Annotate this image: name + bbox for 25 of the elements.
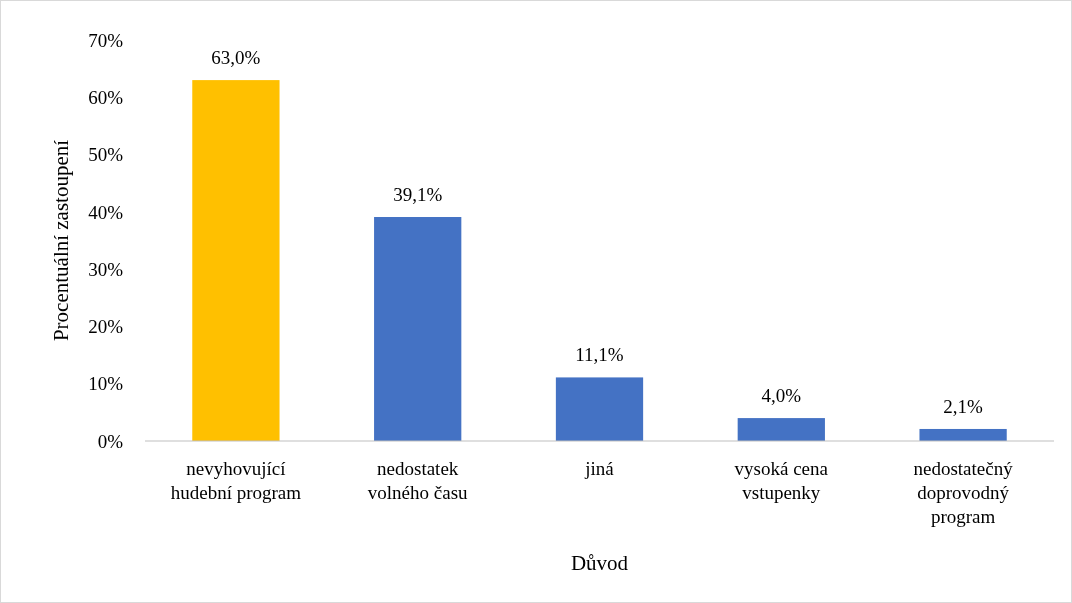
- x-tick-label: jiná: [584, 458, 615, 479]
- y-tick-label: 10%: [88, 373, 124, 395]
- y-tick-label: 70%: [88, 29, 124, 51]
- bar: [737, 418, 825, 441]
- bar: [374, 217, 462, 441]
- y-tick-label: 50%: [88, 144, 124, 166]
- y-tick-label: 30%: [88, 258, 124, 280]
- data-label: 2,1%: [943, 395, 984, 417]
- x-tick-label: nedostatek volného času: [367, 458, 469, 503]
- y-axis-title: Procentuální zastoupení: [49, 139, 73, 342]
- data-label: 63,0%: [211, 47, 261, 69]
- data-label: 4,0%: [761, 385, 802, 407]
- y-tick-label: 0%: [97, 430, 124, 452]
- x-tick-label: nevyhovující hudební program: [170, 458, 302, 503]
- bar: [555, 377, 644, 441]
- y-tick-label: 20%: [88, 316, 124, 338]
- bar: [192, 80, 280, 441]
- data-label: 39,1%: [393, 184, 443, 206]
- x-tick-label: nedostatečný doprovodný program: [913, 458, 1014, 527]
- y-tick-label: 60%: [88, 86, 124, 108]
- y-tick-label: 40%: [88, 201, 124, 223]
- bar: [919, 428, 1007, 441]
- x-axis-title: Důvod: [570, 551, 629, 575]
- x-tick-label: vysoká cena vstupenky: [734, 458, 829, 503]
- data-label: 11,1%: [575, 344, 624, 366]
